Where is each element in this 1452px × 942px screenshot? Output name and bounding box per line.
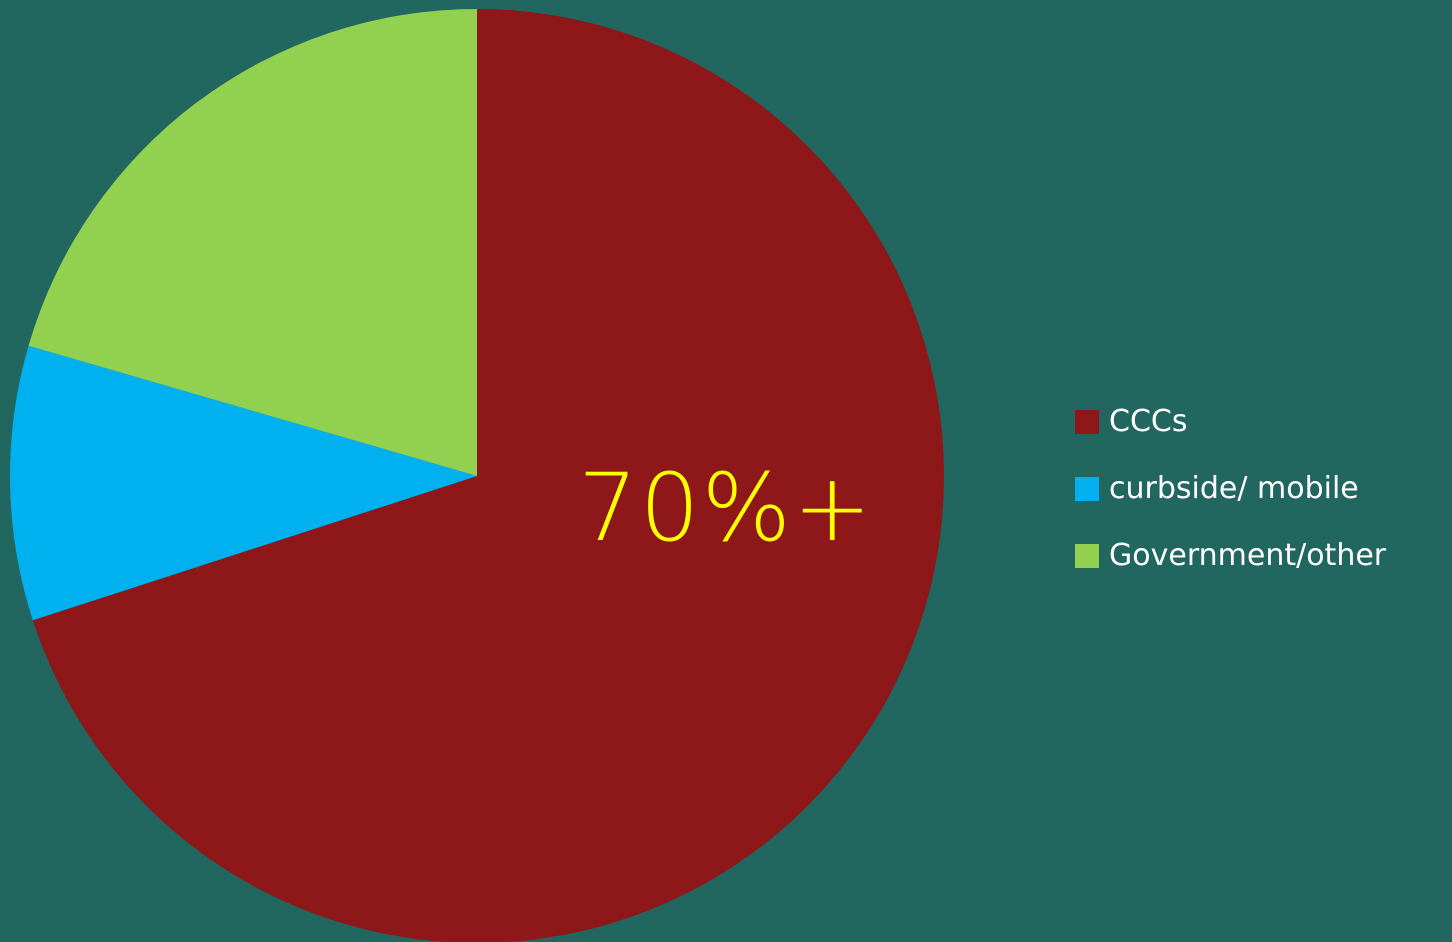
- pie-slice-government-other: [28, 9, 478, 476]
- pie-slice-cccs: [32, 9, 944, 942]
- legend: CCCs curbside/ mobile Government/other: [1075, 388, 1386, 589]
- legend-swatch-curbside-mobile: [1075, 476, 1099, 501]
- legend-item-cccs: CCCs: [1075, 388, 1386, 455]
- slice-label-cccs: 70%+: [578, 454, 874, 563]
- legend-item-government-other: Government/other: [1075, 522, 1386, 589]
- legend-swatch-government-other: [1075, 543, 1099, 568]
- legend-label-curbside-mobile: curbside/ mobile: [1109, 470, 1359, 506]
- legend-item-curbside-mobile: curbside/ mobile: [1075, 455, 1386, 522]
- legend-swatch-cccs: [1075, 409, 1099, 434]
- pie-slice-curbside-mobile: [9, 345, 477, 621]
- legend-label-cccs: CCCs: [1109, 403, 1188, 439]
- legend-label-government-other: Government/other: [1109, 537, 1387, 573]
